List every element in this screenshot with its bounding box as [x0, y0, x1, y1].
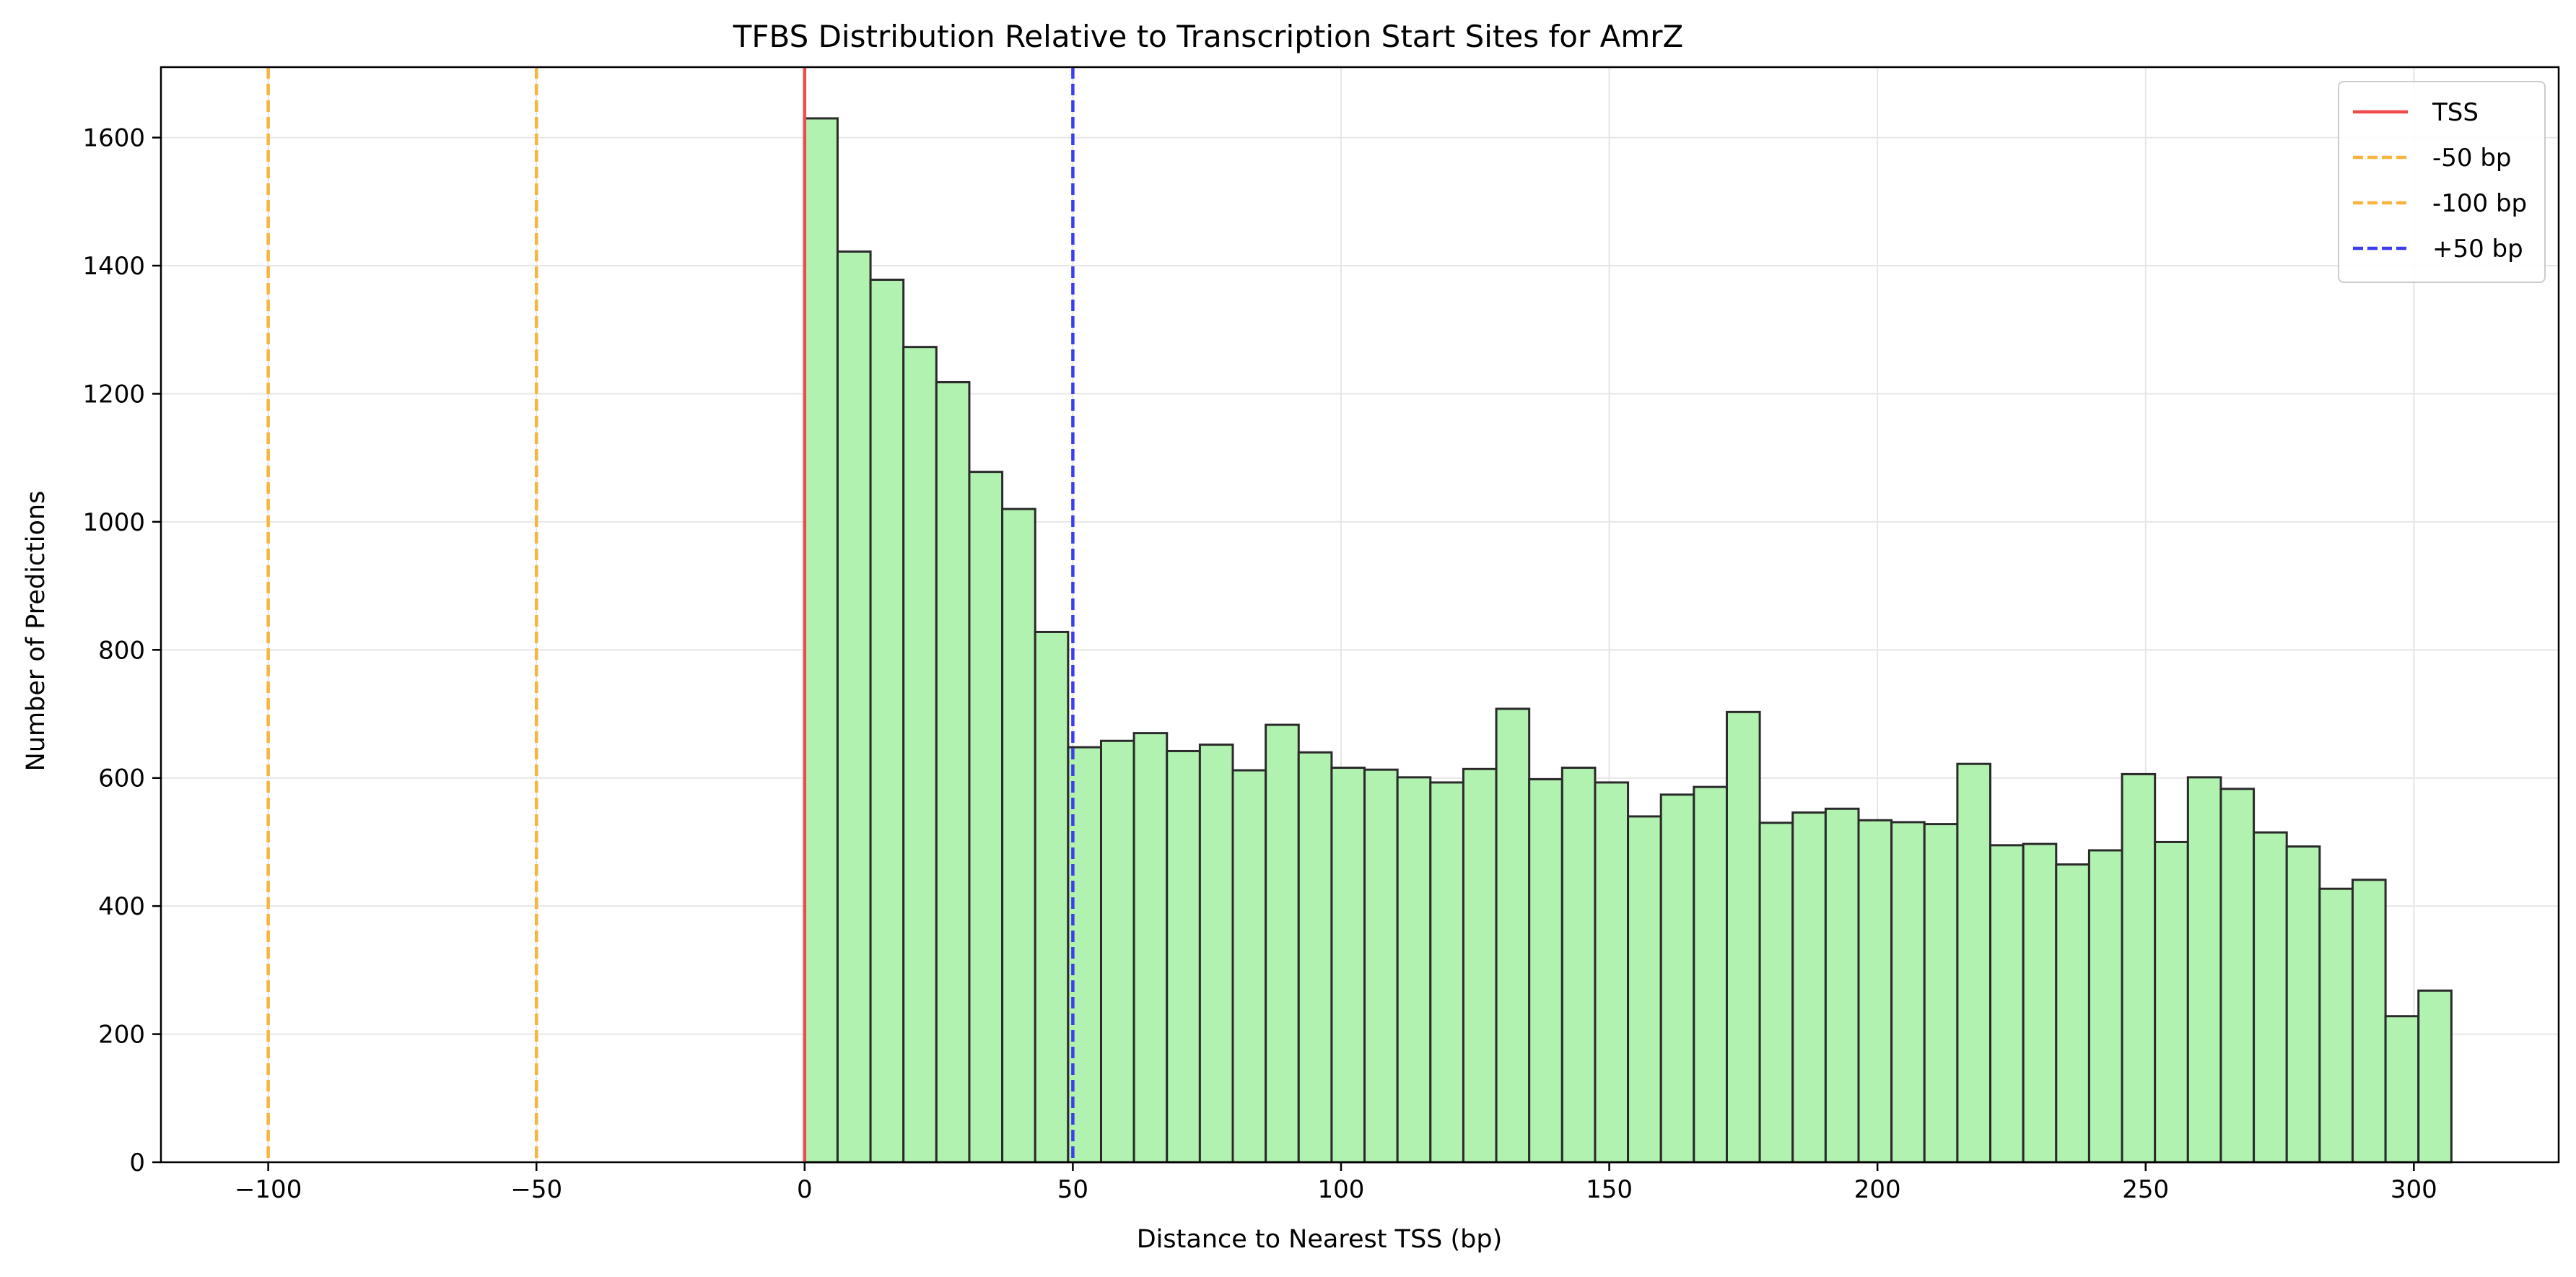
histogram-bar	[1429, 781, 1464, 1164]
y-axis-label: Number of Predictions	[22, 491, 51, 772]
histogram-bar	[1132, 732, 1169, 1164]
x-tick-label: 300	[2391, 1175, 2437, 1204]
histogram-bar	[1791, 811, 1827, 1164]
plot-frame	[160, 66, 2560, 1164]
histogram-bar	[2022, 842, 2058, 1164]
histogram-bar	[1594, 781, 1630, 1164]
histogram-bar	[2087, 849, 2123, 1164]
histogram-bar	[1956, 762, 1992, 1164]
legend: TSS -50 bp -100 bp +50 bp	[2338, 81, 2546, 283]
histogram-bar	[902, 346, 938, 1164]
histogram-bar	[1396, 776, 1432, 1164]
histogram-bar	[869, 279, 905, 1164]
y-tick-label: 200	[98, 1021, 145, 1050]
histogram-bar	[803, 117, 839, 1164]
histogram-bar	[2186, 776, 2222, 1164]
histogram-bar	[1528, 777, 1563, 1164]
axis-ticks: −100 −50 0 50 100 150 200 250 300 0 200 400 600 800 10…	[82, 124, 2437, 1204]
histogram-bar	[1034, 630, 1070, 1164]
histogram-bar	[1099, 739, 1135, 1164]
histogram-bar	[1166, 749, 1201, 1164]
histogram-bar	[1989, 844, 2025, 1164]
y-tick-label: 600	[98, 764, 145, 793]
x-tick-label: 200	[1854, 1175, 1901, 1204]
histogram-bar	[968, 471, 1004, 1164]
histogram-bar	[1265, 723, 1300, 1164]
histogram-bar	[2219, 788, 2256, 1164]
histogram-bar	[2154, 840, 2189, 1164]
reference-lines	[266, 67, 1075, 1162]
histogram-bar	[1462, 767, 1498, 1164]
chart-title: TFBS Distribution Relative to Transcript…	[733, 19, 1684, 54]
histogram-bar	[836, 250, 872, 1164]
y-tick-label: 1000	[82, 508, 145, 537]
histogram-bar	[935, 380, 971, 1164]
legend-label: -100 bp	[2432, 189, 2527, 218]
y-tick-label: 1200	[82, 380, 145, 409]
legend-label: -50 bp	[2432, 144, 2512, 173]
histogram-bar	[1363, 768, 1399, 1164]
y-tick-label: 800	[98, 636, 145, 665]
y-tick-label: 0	[129, 1149, 145, 1177]
histogram-bar	[1923, 823, 1959, 1164]
histogram-bar	[1627, 815, 1662, 1164]
x-tick-label: 150	[1586, 1175, 1633, 1204]
y-tick-label: 1400	[82, 252, 145, 281]
legend-label: TSS	[2432, 98, 2479, 127]
legend-box	[2338, 81, 2546, 283]
histogram-bar	[2318, 887, 2354, 1164]
histogram-bar	[1297, 751, 1333, 1164]
histogram-bar	[1725, 710, 1761, 1164]
histogram-bar	[1001, 507, 1036, 1164]
x-tick-label: −100	[235, 1175, 302, 1204]
histogram-bar	[1495, 707, 1531, 1164]
histogram-bar	[1857, 819, 1893, 1164]
x-tick-label: 100	[1318, 1175, 1365, 1204]
histogram-bar	[1758, 821, 1794, 1164]
histogram-bar	[1693, 785, 1728, 1164]
histogram-bar	[2351, 879, 2387, 1164]
x-tick-label: 0	[797, 1175, 813, 1204]
x-axis-label: Distance to Nearest TSS (bp)	[1137, 1225, 1503, 1254]
histogram-bar	[1330, 767, 1366, 1164]
histogram-bar	[2253, 831, 2288, 1164]
histogram-bar	[1890, 821, 1926, 1164]
histogram-bar	[2384, 1015, 2420, 1164]
histogram-bar	[2121, 772, 2157, 1164]
histogram-bar	[1231, 769, 1267, 1164]
histogram-bar	[2285, 845, 2321, 1164]
histogram-bar	[2417, 989, 2453, 1164]
x-tick-label: 250	[2122, 1175, 2169, 1204]
y-tick-label: 1600	[82, 124, 145, 153]
histogram-bar	[1659, 793, 1695, 1164]
x-tick-label: 50	[1057, 1175, 1088, 1204]
histogram-bar	[1198, 744, 1234, 1164]
y-tick-label: 400	[98, 892, 145, 921]
histogram-bar	[1824, 807, 1860, 1164]
histogram-bar	[2055, 863, 2090, 1164]
histogram-bar	[1560, 767, 1597, 1164]
x-tick-label: −50	[510, 1175, 562, 1204]
legend-label: +50 bp	[2432, 235, 2523, 263]
